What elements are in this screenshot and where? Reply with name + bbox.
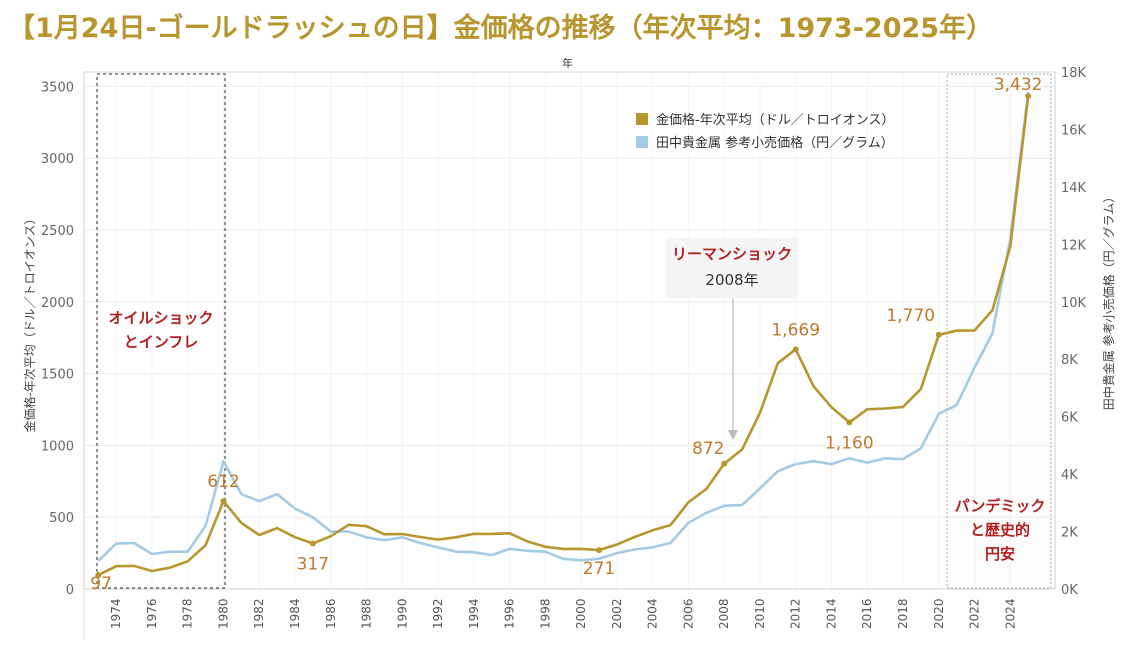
data-label: 271 [583, 559, 615, 579]
x-tick-label: 2020 [932, 598, 946, 629]
x-tick-label: 1986 [324, 598, 338, 629]
y-tick-left: 0 [66, 583, 74, 598]
data-label: 1,669 [771, 320, 820, 340]
y-tick-left: 500 [49, 511, 74, 526]
page-title: 【1月24日-ゴールドラッシュの日】金価格の推移（年次平均：1973-2025年… [8, 13, 994, 44]
x-tick-label: 2024 [1003, 598, 1017, 629]
highlight-box-oil-shock [96, 73, 226, 589]
y-tick-right: 2K [1061, 526, 1078, 541]
x-tick-label: 2002 [610, 598, 624, 629]
x-tick-label: 2012 [789, 598, 803, 629]
x-tick-label: 2010 [753, 598, 767, 629]
x-tick-label: 2000 [574, 598, 588, 629]
x-tick-label: 1994 [467, 598, 481, 629]
y-axis-title-left: 金価格-年次平均（ドル／トロイオンス） [22, 212, 37, 432]
legend-swatch-gold [636, 113, 648, 125]
x-tick-label: 1976 [145, 598, 159, 629]
y-tick-right: 10K [1061, 296, 1087, 311]
x-axis-title: 年 [562, 56, 573, 70]
x-tick-label: 1978 [181, 598, 195, 629]
y-tick-left: 2000 [41, 296, 74, 311]
y-tick-left: 3000 [41, 152, 74, 167]
data-label: 872 [692, 439, 724, 459]
data-label: 612 [207, 472, 239, 492]
y-tick-right: 16K [1061, 123, 1087, 138]
y-tick-right: 4K [1061, 468, 1078, 483]
x-tick-label: 2016 [860, 598, 874, 629]
data-point-gold [846, 419, 853, 426]
series-line-tanaka [97, 91, 1030, 562]
x-tick-label: 2006 [681, 598, 695, 629]
x-tick-label: 2022 [968, 598, 982, 629]
data-point-gold [721, 460, 728, 467]
annotation-pandemic-line1: パンデミック [954, 497, 1046, 515]
x-tick-label: 1974 [109, 598, 123, 629]
data-label: 1,160 [825, 433, 874, 453]
y-tick-right: 0K [1061, 583, 1078, 598]
y-tick-right: 12K [1061, 238, 1087, 253]
y-tick-right: 18K [1061, 66, 1087, 81]
annotation-lehman: リーマンショック 2008年 [666, 238, 798, 298]
x-tick-label: 2008 [717, 598, 731, 629]
y-tick-left: 1500 [41, 368, 74, 383]
x-tick-label: 1992 [431, 598, 445, 629]
y-tick-right: 8K [1061, 353, 1078, 368]
y-tick-right: 14K [1061, 181, 1087, 196]
y-tick-left: 2500 [41, 224, 74, 239]
y-tick-left: 1000 [41, 439, 74, 454]
data-point-gold [935, 331, 942, 338]
legend-label-gold: 金価格-年次平均（ドル／トロイオンス） [656, 112, 894, 128]
data-point-gold [1025, 93, 1032, 100]
annotation-lehman-line2: 2008年 [705, 271, 759, 289]
x-tick-label: 2004 [646, 598, 660, 629]
data-label: 1,770 [886, 306, 935, 326]
annotation-lehman-line1: リーマンショック [671, 245, 792, 263]
data-label: 317 [297, 554, 329, 574]
legend-label-tanaka: 田中貴金属 参考小売価格（円／グラム） [656, 135, 894, 151]
data-point-gold [220, 498, 227, 505]
annotation-oil-shock: オイルショック とインフレ [97, 306, 225, 354]
x-tick-label: 1982 [252, 598, 266, 629]
annotation-pandemic-line3: 円安 [984, 545, 1015, 563]
x-tick-label: 1984 [288, 598, 302, 629]
lehman-arrow-head [728, 430, 738, 440]
x-tick-label: 1990 [395, 598, 409, 629]
annotation-pandemic-line2: と歴史的 [969, 521, 1030, 539]
annotation-oil-shock-line1: オイルショック [108, 309, 214, 327]
x-tick-label: 2018 [896, 598, 910, 629]
data-label: 3,432 [994, 75, 1043, 95]
y-axis-title-right: 田中貴金属 参考小売価格（円／グラム） [1101, 191, 1116, 410]
series-line-gold [97, 95, 1030, 577]
y-tick-left: 3500 [41, 80, 74, 95]
annotation-oil-shock-line2: とインフレ [123, 333, 199, 351]
data-point-gold [95, 572, 102, 579]
x-tick-label: 1988 [360, 598, 374, 629]
x-tick-label: 1996 [503, 598, 517, 629]
data-label: 97 [90, 574, 112, 594]
y-tick-right: 6K [1061, 411, 1078, 426]
annotation-pandemic: パンデミック と歴史的 円安 [947, 494, 1053, 566]
x-tick-label: 1980 [216, 598, 230, 629]
data-point-gold [309, 540, 316, 547]
highlight-box-pandemic [946, 73, 1052, 589]
x-tick-label: 1998 [538, 598, 552, 629]
data-point-gold [792, 346, 799, 353]
x-tick-label: 2014 [824, 598, 838, 629]
legend-swatch-tanaka [636, 136, 648, 148]
data-point-gold [596, 547, 603, 554]
